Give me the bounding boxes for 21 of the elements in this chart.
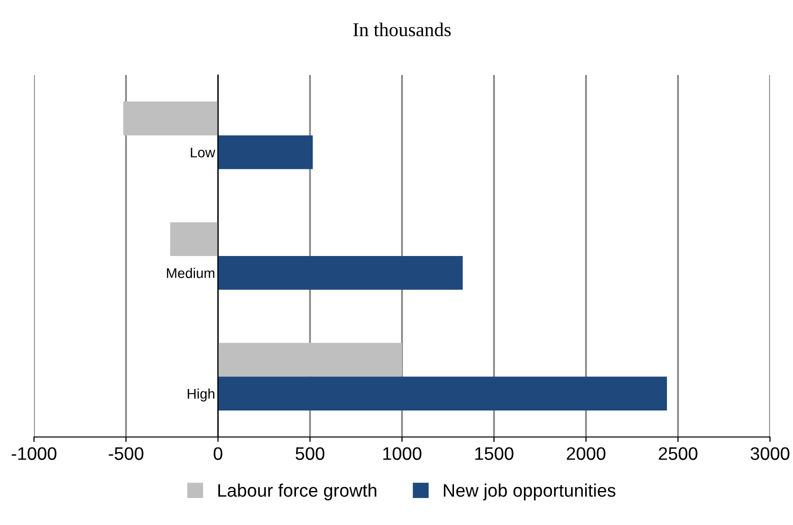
chart-title: In thousands bbox=[353, 22, 451, 36]
y-tick-label: High bbox=[188, 388, 214, 402]
x-tick-label: 2500 bbox=[658, 447, 698, 460]
x-tick-label: 1500 bbox=[475, 447, 514, 460]
y-tick-label: Low bbox=[190, 148, 216, 158]
bar bbox=[218, 342, 402, 377]
x-tick-label: 3000 bbox=[750, 447, 790, 460]
x-tick-label: 1000 bbox=[383, 447, 422, 460]
x-tick-label: -500 bbox=[108, 447, 144, 460]
x-tick-label: 500 bbox=[296, 447, 324, 460]
x-tick-label: 2000 bbox=[566, 447, 606, 460]
x-tick-label: -1000 bbox=[12, 447, 56, 460]
bar bbox=[218, 135, 313, 170]
legend-label: New job opportunities bbox=[444, 484, 616, 500]
y-tick-label: Medium bbox=[166, 268, 214, 278]
legend-label: Labour force growth bbox=[218, 484, 376, 500]
bar bbox=[123, 102, 218, 136]
x-tick-label: 0 bbox=[214, 447, 222, 460]
bar bbox=[170, 222, 218, 256]
bar bbox=[218, 256, 463, 290]
bar bbox=[218, 376, 667, 410]
